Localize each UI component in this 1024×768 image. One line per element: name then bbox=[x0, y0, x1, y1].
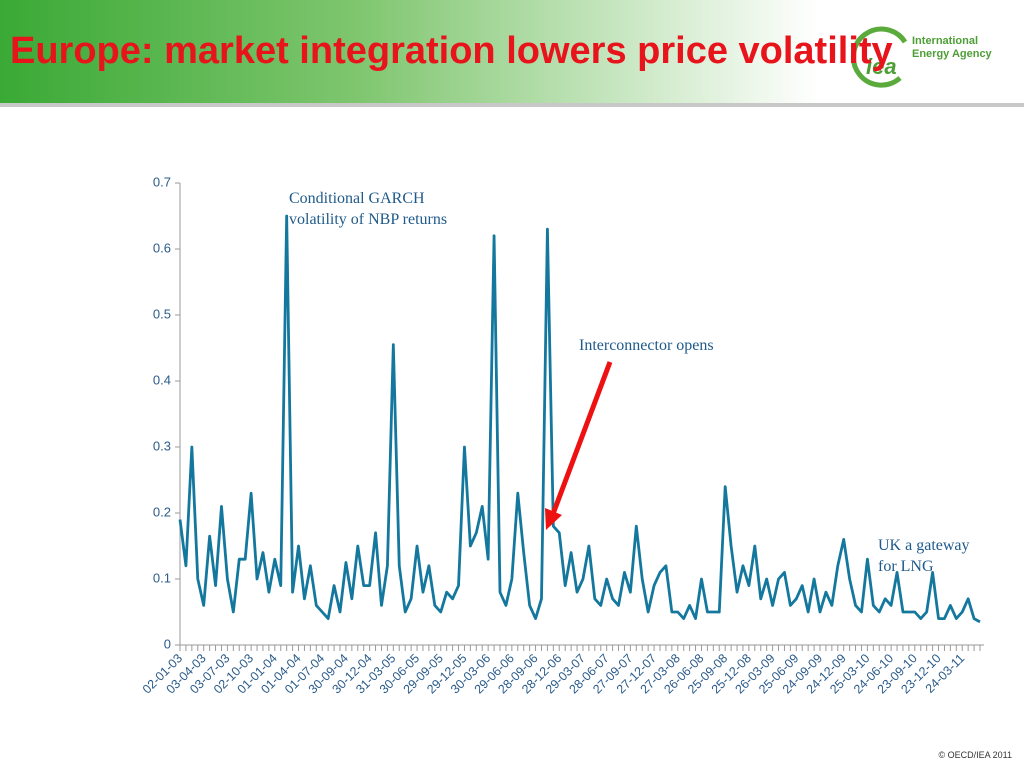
arrow-shaft bbox=[550, 361, 613, 515]
annotation: Interconnector opens bbox=[579, 337, 714, 354]
arrow-head bbox=[545, 508, 562, 530]
footer: © OECD/IEA 2011 bbox=[939, 750, 1013, 760]
y-tick-label: 0.7 bbox=[153, 174, 171, 189]
y-tick-label: 0.3 bbox=[153, 438, 171, 453]
y-tick-label: 0.1 bbox=[153, 570, 171, 585]
logo-arc bbox=[850, 26, 908, 88]
annotation: for LNG bbox=[878, 558, 934, 575]
header-rule bbox=[0, 103, 1024, 107]
y-tick-label: 0.6 bbox=[153, 240, 171, 255]
logo-mark: iea bbox=[866, 54, 897, 79]
y-tick-label: 0 bbox=[164, 636, 171, 651]
annotation: UK a gateway bbox=[878, 537, 970, 554]
logo-text: International bbox=[912, 35, 978, 47]
logo-text: Energy Agency bbox=[912, 48, 993, 60]
slide-title: Europe: market integration lowers price … bbox=[10, 30, 893, 72]
y-tick-label: 0.2 bbox=[153, 504, 171, 519]
plot: 00.10.20.30.40.50.60.702-01-0303-04-0303… bbox=[140, 174, 981, 697]
y-tick-label: 0.4 bbox=[153, 372, 171, 387]
annotation: Conditional GARCH bbox=[289, 190, 425, 207]
annotation: volatility of NBP returns bbox=[289, 211, 447, 228]
logo: iea International Energy Agency bbox=[850, 26, 993, 88]
volatility-line bbox=[178, 214, 981, 624]
y-tick-label: 0.5 bbox=[153, 306, 171, 321]
